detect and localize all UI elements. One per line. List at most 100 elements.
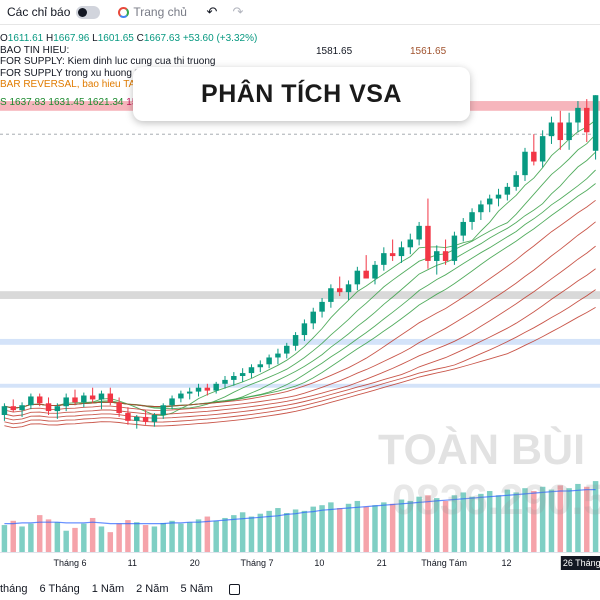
open-value: 1611.61: [7, 33, 44, 44]
candle-body: [19, 405, 25, 411]
volume-bar: [381, 502, 387, 552]
page-title: PHÂN TÍCH VSA: [201, 79, 402, 108]
candle-body: [486, 198, 493, 205]
ma-red-2: [4, 245, 596, 417]
high-label: H: [45, 33, 54, 44]
candle-body: [434, 251, 440, 261]
candle-body: [381, 253, 387, 265]
ma-red-0: [4, 199, 596, 409]
candle-body: [72, 397, 78, 403]
open-label: O: [0, 33, 8, 44]
candle-body: [204, 387, 211, 391]
volume-bar: [310, 506, 316, 552]
ohlc-row: O1611.61 H1667.96 L1601.65 C1667.63 +53.…: [0, 33, 257, 45]
volume-bar: [266, 510, 272, 552]
signal-line-2: FOR SUPPLY trong xu huong tang: [0, 67, 155, 79]
volume-bar: [239, 512, 246, 552]
candle-body: [584, 107, 590, 133]
volume-bar: [328, 502, 334, 552]
volume-bar: [539, 486, 546, 552]
ma-red-5: [4, 307, 596, 429]
volume-bar: [592, 481, 599, 552]
ma-value-1: 1637.83: [9, 96, 46, 108]
candle-body: [151, 415, 158, 422]
ma-red-4: [4, 289, 596, 425]
x-axis-tick-label: 21: [377, 558, 387, 568]
title-card: PHÂN TÍCH VSA: [133, 67, 470, 121]
candle-body: [513, 175, 519, 187]
candle-body: [531, 151, 537, 162]
volume-bar: [28, 523, 34, 552]
candle-body: [195, 387, 202, 392]
volume-bar: [81, 523, 87, 552]
range-1y[interactable]: 1 Năm: [91, 583, 125, 595]
volume-bar: [478, 493, 484, 552]
change-value: +53.60 (+3.32%): [182, 33, 258, 44]
volume-bar: [513, 492, 519, 552]
volume-bar: [495, 495, 502, 552]
volume-bar: [301, 510, 308, 552]
close-value: 1667.63: [143, 33, 181, 44]
redo-icon[interactable]: ↷: [232, 4, 244, 19]
range-2y[interactable]: 2 Năm: [136, 583, 169, 595]
x-axis-tick-label: 12: [501, 558, 511, 568]
signal-line-1: FOR SUPPLY: Kiem dinh luc cung cua thi t…: [0, 56, 216, 67]
volume-bar: [204, 516, 211, 552]
price-tag-a: 1581.65: [316, 46, 353, 57]
candle-body: [107, 393, 114, 403]
calendar-icon[interactable]: [228, 583, 240, 595]
candle-body: [10, 406, 16, 411]
volume-bar: [292, 509, 299, 552]
volume-bar: [213, 520, 219, 552]
volume-bar: [151, 526, 158, 552]
candle-body: [284, 345, 290, 354]
volume-bar: [178, 523, 184, 552]
volume-bar: [522, 488, 528, 552]
x-axis-current-date-bg: [560, 556, 600, 570]
volume-bar: [10, 520, 16, 552]
volume-bar: [345, 503, 352, 552]
low-value: 1601.65: [97, 33, 134, 44]
candle-body: [292, 335, 299, 346]
range-6m[interactable]: 6 Tháng: [39, 583, 80, 595]
volume-bar: [195, 519, 202, 552]
volume-bar: [134, 522, 140, 552]
low-label: L: [92, 33, 98, 44]
candle-body: [1, 406, 8, 415]
candle-body: [389, 253, 396, 257]
range-1m[interactable]: tháng: [0, 583, 28, 595]
zone-1: [0, 291, 600, 299]
volume-bar: [372, 505, 378, 552]
candle-body: [398, 247, 405, 257]
candle-body: [160, 405, 166, 415]
candle-body: [539, 136, 546, 162]
volume-bar: [584, 486, 590, 552]
range-5y[interactable]: 5 Năm: [180, 583, 213, 595]
candle-body: [186, 391, 193, 394]
candle-body: [222, 379, 228, 384]
candle-body: [169, 398, 175, 406]
x-axis-tick-label: Tháng 7: [241, 558, 274, 568]
volume-bar: [531, 491, 537, 552]
candle-body: [266, 357, 272, 365]
ma-prefix: S: [0, 96, 7, 108]
volume-bar: [275, 508, 281, 552]
candle-body: [407, 239, 414, 248]
volume-bar: [451, 495, 458, 552]
volume-bar: [416, 496, 422, 552]
undo-icon[interactable]: ↶: [206, 4, 218, 19]
volume-bar: [36, 515, 43, 552]
candle-body: [548, 122, 555, 137]
candle-body: [275, 353, 281, 358]
indicators-toggle[interactable]: [76, 5, 101, 19]
home-label: Trang chủ: [133, 5, 187, 19]
candle-body: [125, 413, 131, 421]
watermark-phone: 0836.290.5: [392, 476, 600, 524]
volume-bar: [257, 513, 264, 552]
indicators-button[interactable]: Các chỉ báo: [7, 5, 101, 19]
price-chart[interactable]: Tháng 6 11 20 Tháng 7 10 21 Tháng Tám 12 26 Thán…: [0, 24, 600, 578]
volume-bar: [19, 526, 25, 552]
home-button[interactable]: Trang chủ: [118, 5, 187, 19]
volume-bar: [442, 500, 449, 552]
volume-bar: [125, 520, 131, 552]
